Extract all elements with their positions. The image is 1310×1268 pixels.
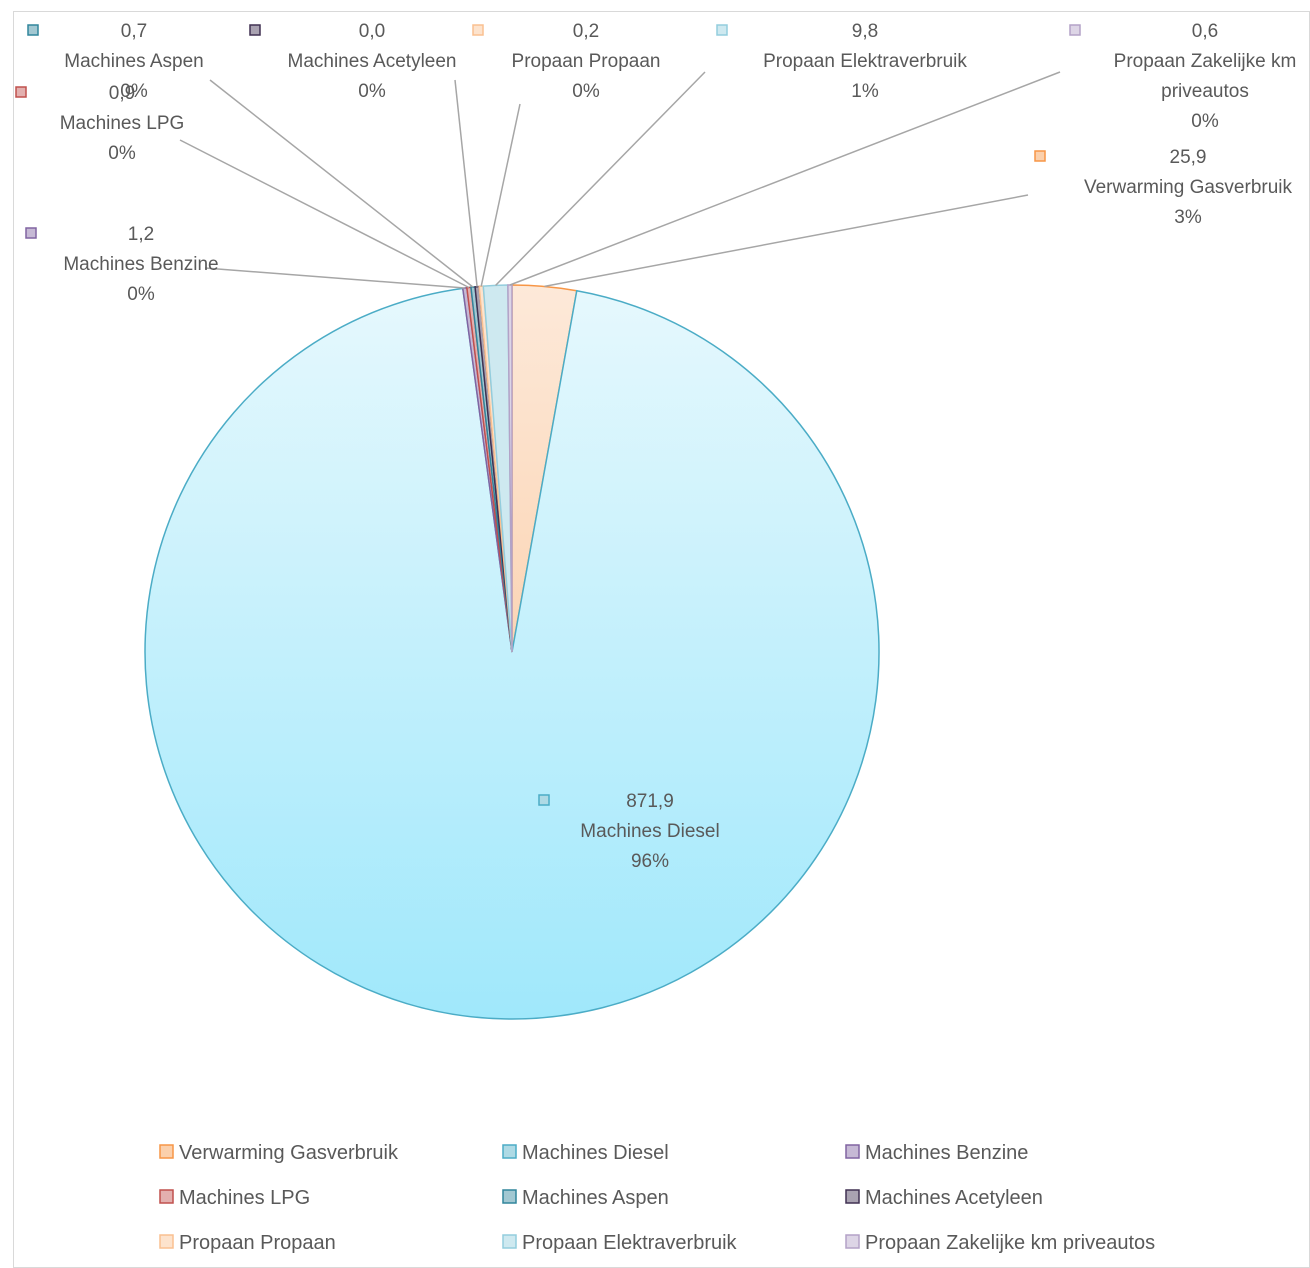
label-key-machines-benzine xyxy=(25,227,37,239)
name-label-machines-diesel: Machines Diesel xyxy=(580,821,719,842)
value-label-verwarming-gasverbruik: 25,9 xyxy=(1170,147,1207,168)
legend-swatch-machines-aspen xyxy=(502,1189,517,1204)
name-label-propaan-zakelijke-km-priveautos: priveautos xyxy=(1161,81,1249,102)
name-label-verwarming-gasverbruik: Verwarming Gasverbruik xyxy=(1084,177,1293,198)
value-label-machines-acetyleen: 0,0 xyxy=(359,21,385,42)
percent-label-machines-aspen: 0% xyxy=(120,81,148,102)
percent-label-propaan-elektraverbruik: 1% xyxy=(851,81,879,102)
legend-label-propaan-zakelijke-km-priveautos: Propaan Zakelijke km priveautos xyxy=(865,1232,1155,1254)
slice-machines-diesel xyxy=(144,287,880,1020)
legend-swatch-propaan-propaan xyxy=(159,1234,174,1249)
name-label-propaan-elektraverbruik: Propaan Elektraverbruik xyxy=(763,51,967,72)
legend-label-machines-diesel: Machines Diesel xyxy=(522,1142,669,1164)
leader-line-propaan-zakelijke-km-priveautos xyxy=(509,71,1061,286)
leader-line-machines-aspen xyxy=(209,79,474,288)
name-label-propaan-propaan: Propaan Propaan xyxy=(512,51,661,72)
legend-swatch-propaan-elektraverbruik xyxy=(502,1234,517,1249)
legend-label-machines-lpg: Machines LPG xyxy=(179,1187,310,1209)
leader-line-propaan-elektraverbruik xyxy=(495,71,706,286)
percent-label-verwarming-gasverbruik: 3% xyxy=(1174,207,1202,228)
value-label-propaan-elektraverbruik: 9,8 xyxy=(852,21,878,42)
legend: Verwarming Gasverbruik Machines Diesel Mac… xyxy=(159,1142,1155,1254)
value-label-machines-diesel: 871,9 xyxy=(626,791,674,812)
percent-label-machines-lpg: 0% xyxy=(108,143,136,164)
name-label-machines-lpg: Machines LPG xyxy=(60,113,185,134)
leader-line-machines-acetyleen xyxy=(454,79,478,287)
legend-swatch-machines-benzine xyxy=(845,1144,860,1159)
label-key-machines-acetyleen xyxy=(249,24,261,36)
value-label-propaan-propaan: 0,2 xyxy=(573,21,599,42)
legend-label-propaan-elektraverbruik: Propaan Elektraverbruik xyxy=(522,1232,738,1254)
percent-label-machines-diesel: 96% xyxy=(631,851,669,872)
label-key-machines-lpg xyxy=(15,86,27,98)
label-key-verwarming-gasverbruik xyxy=(1034,150,1046,162)
value-label-machines-aspen: 0,7 xyxy=(121,21,147,42)
legend-swatch-machines-diesel xyxy=(502,1144,517,1159)
leader-lines xyxy=(179,71,1061,289)
label-key-propaan-propaan xyxy=(472,24,484,36)
legend-label-machines-benzine: Machines Benzine xyxy=(865,1142,1028,1164)
legend-label-machines-acetyleen: Machines Acetyleen xyxy=(865,1187,1043,1209)
leader-line-machines-lpg xyxy=(179,139,470,289)
legend-label-verwarming-gasverbruik: Verwarming Gasverbruik xyxy=(179,1142,399,1164)
percent-label-machines-acetyleen: 0% xyxy=(358,81,386,102)
legend-swatch-propaan-zakelijke-km-priveautos xyxy=(845,1234,860,1249)
data-labels: 25,9 Verwarming Gasverbruik 3% 871,9 Machine… xyxy=(15,21,1297,872)
value-label-machines-benzine: 1,2 xyxy=(128,224,154,245)
value-label-machines-lpg: 0,9 xyxy=(109,83,135,104)
name-label-machines-benzine: Machines Benzine xyxy=(63,254,218,275)
pie-slices xyxy=(144,284,880,1020)
leader-line-verwarming-gasverbruik xyxy=(544,194,1029,288)
value-label-propaan-zakelijke-km-priveautos: 0,6 xyxy=(1192,21,1218,42)
legend-swatch-machines-acetyleen xyxy=(845,1189,860,1204)
label-key-propaan-elektraverbruik xyxy=(716,24,728,36)
name-label-propaan-zakelijke-km-priveautos: Propaan Zakelijke km xyxy=(1114,51,1297,72)
percent-label-propaan-propaan: 0% xyxy=(572,81,600,102)
label-key-machines-aspen xyxy=(27,24,39,36)
name-label-machines-acetyleen: Machines Acetyleen xyxy=(288,51,457,72)
legend-label-propaan-propaan: Propaan Propaan xyxy=(179,1232,336,1254)
legend-label-machines-aspen: Machines Aspen xyxy=(522,1187,669,1209)
label-key-propaan-zakelijke-km-priveautos xyxy=(1069,24,1081,36)
percent-label-propaan-zakelijke-km-priveautos: 0% xyxy=(1191,111,1219,132)
name-label-machines-aspen: Machines Aspen xyxy=(64,51,203,72)
legend-swatch-verwarming-gasverbruik xyxy=(159,1144,174,1159)
percent-label-machines-benzine: 0% xyxy=(127,284,155,305)
label-key-machines-diesel xyxy=(538,794,550,806)
leader-line-propaan-propaan xyxy=(480,103,521,287)
legend-swatch-machines-lpg xyxy=(159,1189,174,1204)
leader-line-machines-benzine xyxy=(204,267,465,289)
